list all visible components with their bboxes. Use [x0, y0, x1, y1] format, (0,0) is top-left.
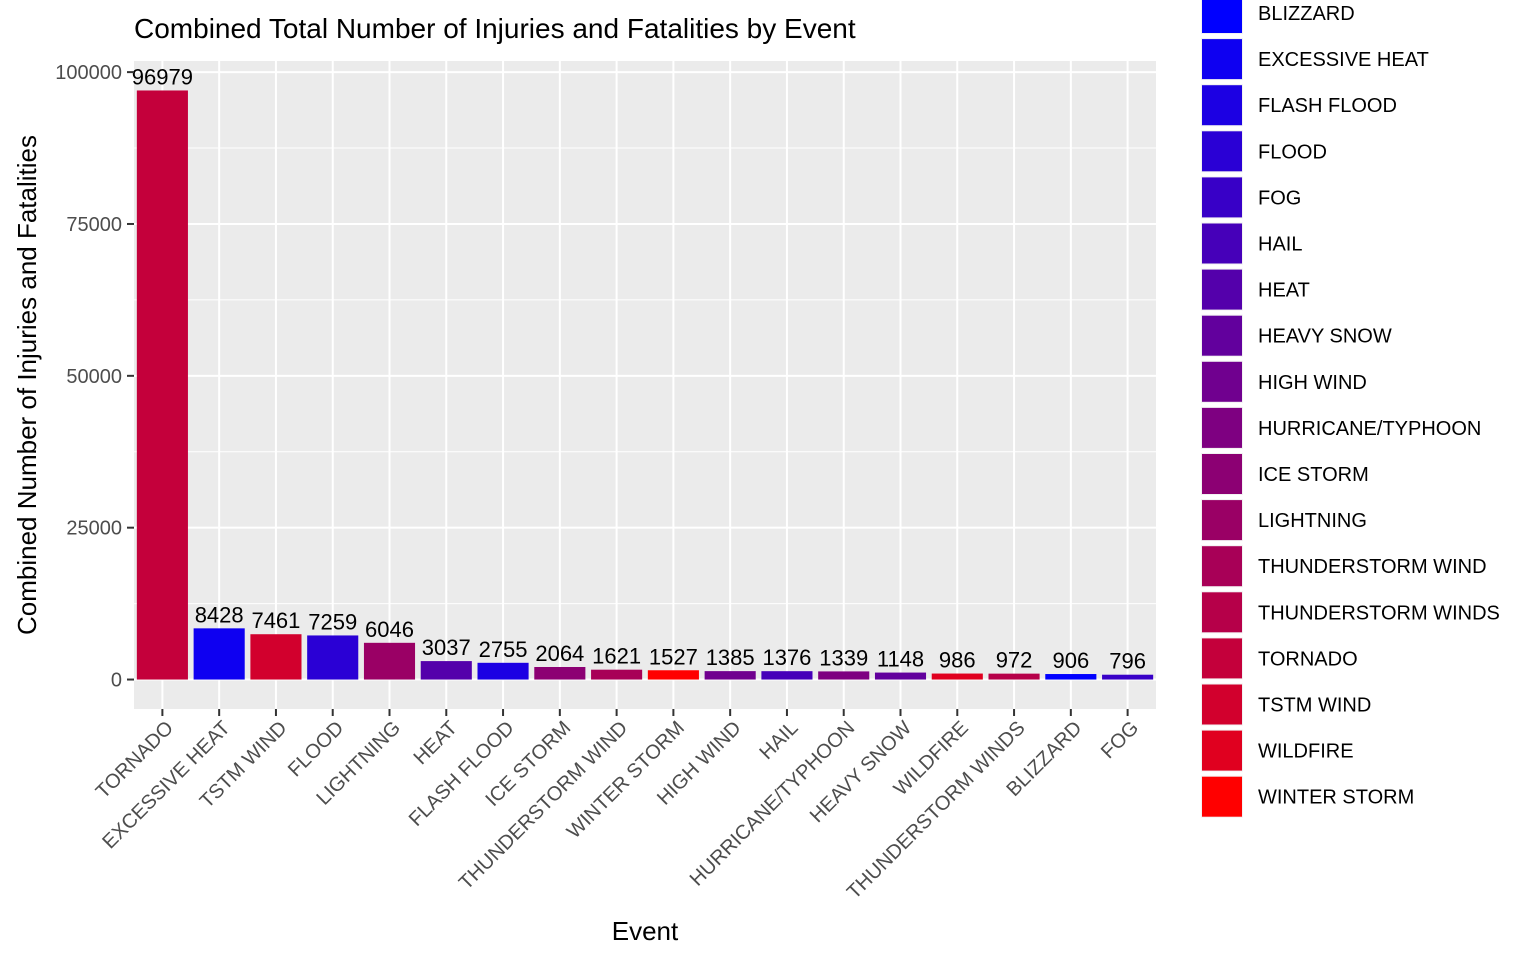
bar-tstm-wind: [250, 634, 302, 680]
legend: BLIZZARD EXCESSIVE HEAT FLASH FLOOD FLOOD FO…: [1201, 0, 1500, 818]
legend-entry-label: WINTER STORM: [1258, 787, 1414, 809]
y-axis: 0 25000 50000 75000 100000: [55, 62, 134, 692]
bar-value-labels: 96979 8428 7461 7259 6046 3037 2755 2064 1621 152…: [132, 64, 1146, 673]
legend-entry-label: HEAVY SNOW: [1258, 326, 1392, 348]
legend-entry-label: TSTM WIND: [1258, 695, 1371, 717]
bar-thunderstorm-winds: [988, 673, 1040, 680]
legend-entry-label: HURRICANE/TYPHOON: [1258, 418, 1481, 440]
legend-key-swatch: [1202, 177, 1242, 218]
bar-value-label: 7259: [308, 609, 357, 634]
bar-value-label: 906: [1052, 648, 1089, 673]
y-tick-label: 100000: [55, 62, 122, 84]
legend-entry-label: TORNADO: [1258, 648, 1358, 670]
bar-value-label: 1376: [762, 645, 811, 670]
legend-entry-label: FOG: [1258, 187, 1301, 209]
legend-entry-label: HEAT: [1258, 280, 1310, 302]
legend-entry-label: EXCESSIVE HEAT: [1258, 49, 1429, 71]
legend-key-swatch: [1202, 500, 1242, 541]
x-tick-label: FOG: [1097, 717, 1143, 763]
legend-key-swatch: [1202, 638, 1242, 679]
legend-key-swatch: [1202, 361, 1242, 402]
x-tick-label: HEAVY SNOW: [806, 717, 916, 827]
bar-value-label: 1527: [649, 644, 698, 669]
x-axis-label: Event: [612, 916, 679, 946]
bar-value-label: 796: [1109, 649, 1146, 674]
y-tick-label: 75000: [66, 214, 122, 236]
legend-key-swatch: [1202, 269, 1242, 310]
bar-hurricane-typhoon: [818, 671, 870, 680]
y-tick-label: 25000: [66, 518, 122, 540]
legend-entry-label: FLASH FLOOD: [1258, 95, 1397, 117]
legend-key-swatch: [1202, 407, 1242, 448]
chart-title: Combined Total Number of Injuries and Fa…: [134, 13, 856, 44]
legend-entry-label: ICE STORM: [1258, 464, 1369, 486]
bar-value-label: 1148: [877, 647, 924, 672]
y-tick-label: 0: [111, 670, 122, 692]
y-tick-label: 50000: [66, 366, 122, 388]
bars: [136, 90, 1154, 680]
bar-tornado: [136, 90, 188, 680]
bar-value-label: 3037: [422, 635, 471, 660]
bar-value-label: 1339: [819, 645, 868, 670]
legend-entry-label: HAIL: [1258, 234, 1302, 256]
bar-value-label: 7461: [251, 608, 300, 633]
legend-key-swatch: [1202, 592, 1242, 633]
bar-lightning: [363, 642, 416, 680]
bar-heat: [420, 661, 472, 680]
bar-winter-storm: [647, 670, 699, 680]
x-tick-label: HAIL: [755, 717, 802, 764]
bar-fog: [1102, 674, 1154, 680]
legend-key-swatch: [1202, 131, 1242, 172]
legend-key-swatch: [1202, 315, 1242, 356]
bar-ice-storm: [534, 667, 586, 680]
legend-key-swatch: [1202, 546, 1242, 587]
bar-value-label: 2755: [479, 637, 528, 662]
bar-hail: [761, 671, 813, 680]
legend-entry-label: HIGH WIND: [1258, 372, 1367, 394]
legend-key-swatch: [1202, 223, 1242, 264]
legend-entry-label: THUNDERSTORM WIND: [1258, 556, 1487, 578]
bar-flash-flood: [477, 662, 529, 680]
y-axis-label: Combined Number of Injuries and Fataliti…: [12, 135, 42, 635]
bar-value-label: 1385: [706, 645, 755, 670]
legend-entry-label: FLOOD: [1258, 141, 1327, 163]
bar-excessive-heat: [193, 628, 245, 680]
legend-key-swatch: [1202, 684, 1242, 725]
bar-value-label: 986: [939, 648, 976, 673]
legend-entry-label: LIGHTNING: [1258, 510, 1367, 532]
bar-value-label: 8428: [195, 602, 244, 627]
bar-flood: [307, 635, 359, 680]
legend-key-swatch: [1202, 454, 1242, 494]
bar-value-label: 1621: [592, 644, 641, 669]
legend-key-swatch: [1202, 0, 1242, 33]
legend-entry-label: BLIZZARD: [1258, 3, 1355, 25]
legend-entry-label: THUNDERSTORM WINDS: [1258, 602, 1500, 624]
bar-blizzard: [1045, 674, 1097, 680]
bar-value-label: 2064: [535, 641, 584, 666]
bar-value-label: 972: [996, 648, 1033, 673]
legend-key-swatch: [1202, 776, 1242, 817]
bar-value-label: 6046: [365, 617, 414, 642]
legend-entry-label: WILDFIRE: [1258, 741, 1354, 763]
x-tick-label: FLASH FLOOD: [405, 717, 519, 831]
bar-wildfire: [931, 673, 983, 680]
bar-heavy-snow: [874, 672, 927, 680]
legend-key-swatch: [1202, 85, 1242, 126]
bar-thunderstorm-wind: [591, 669, 643, 680]
x-tick-label: HEAT: [410, 717, 462, 769]
bar-value-label: 96979: [132, 64, 193, 89]
legend-key-swatch: [1202, 730, 1242, 771]
legend-key-swatch: [1202, 39, 1242, 80]
bar-high-wind: [704, 671, 756, 680]
plot-panel: [134, 61, 1156, 709]
